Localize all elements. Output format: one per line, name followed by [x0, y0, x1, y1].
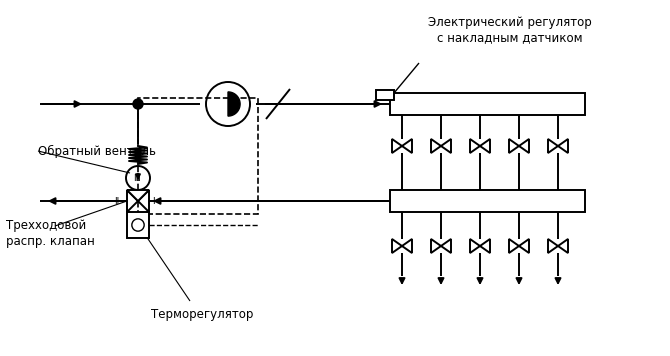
Text: I: I: [152, 197, 155, 205]
FancyBboxPatch shape: [376, 90, 394, 100]
Polygon shape: [127, 190, 138, 212]
Polygon shape: [228, 92, 240, 116]
Text: Терморегулятор: Терморегулятор: [151, 308, 253, 321]
FancyBboxPatch shape: [390, 190, 585, 212]
FancyBboxPatch shape: [390, 93, 585, 115]
Circle shape: [133, 99, 143, 109]
Text: Обратный вентиль: Обратный вентиль: [38, 145, 156, 158]
Text: Электрический регулятор
с накладным датчиком: Электрический регулятор с накладным датч…: [428, 16, 592, 44]
Text: II: II: [114, 197, 119, 205]
Text: III: III: [133, 174, 141, 183]
Text: Трехходовой
распр. клапан: Трехходовой распр. клапан: [6, 220, 94, 248]
Polygon shape: [127, 190, 149, 201]
Polygon shape: [138, 190, 149, 212]
FancyBboxPatch shape: [127, 212, 149, 238]
